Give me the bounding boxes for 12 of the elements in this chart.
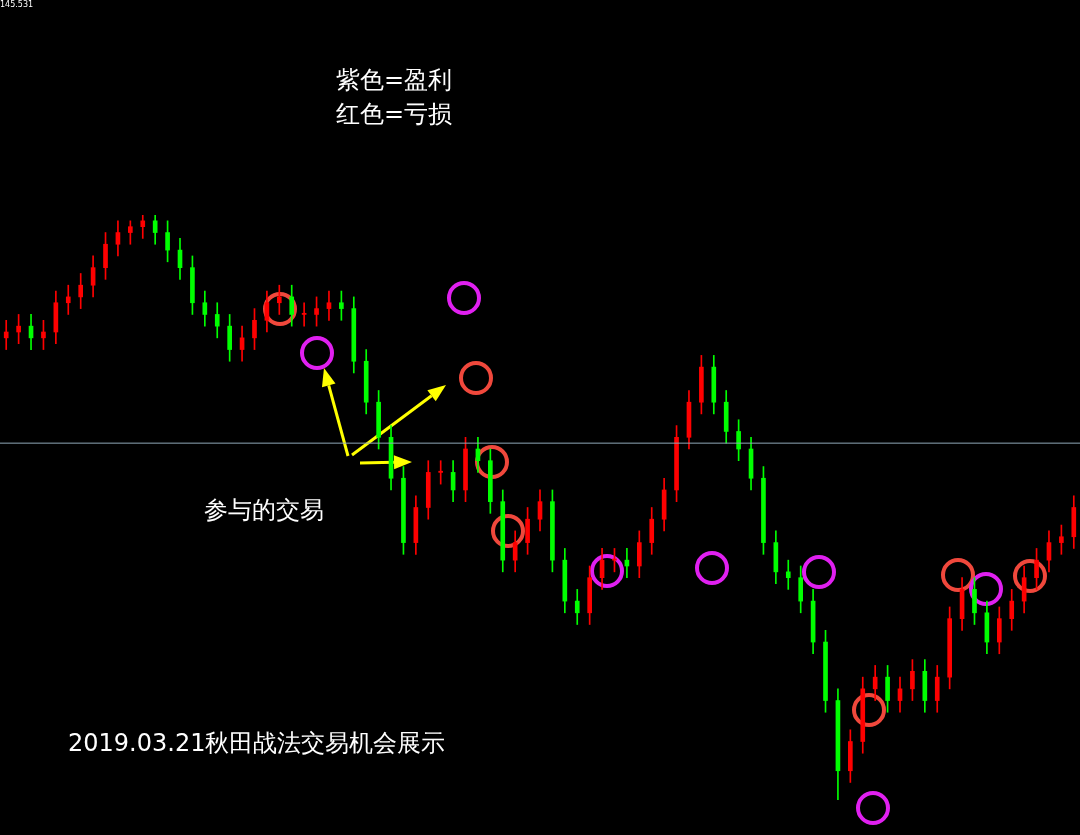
text: 红色=亏损 xyxy=(336,99,453,130)
candlestick xyxy=(438,460,444,485)
text: 145.531 xyxy=(0,0,34,9)
candlestick xyxy=(326,290,332,321)
candlestick xyxy=(140,215,146,239)
candlestick xyxy=(3,319,9,350)
annotation: 参与的交易 xyxy=(204,495,324,526)
annotation: 2019.03.21秋田战法交易机会展示 xyxy=(68,728,446,759)
candlestick xyxy=(65,284,71,315)
candlestick xyxy=(276,284,282,315)
text: 紫色=盈利 xyxy=(336,65,453,96)
candlestick xyxy=(785,559,791,590)
